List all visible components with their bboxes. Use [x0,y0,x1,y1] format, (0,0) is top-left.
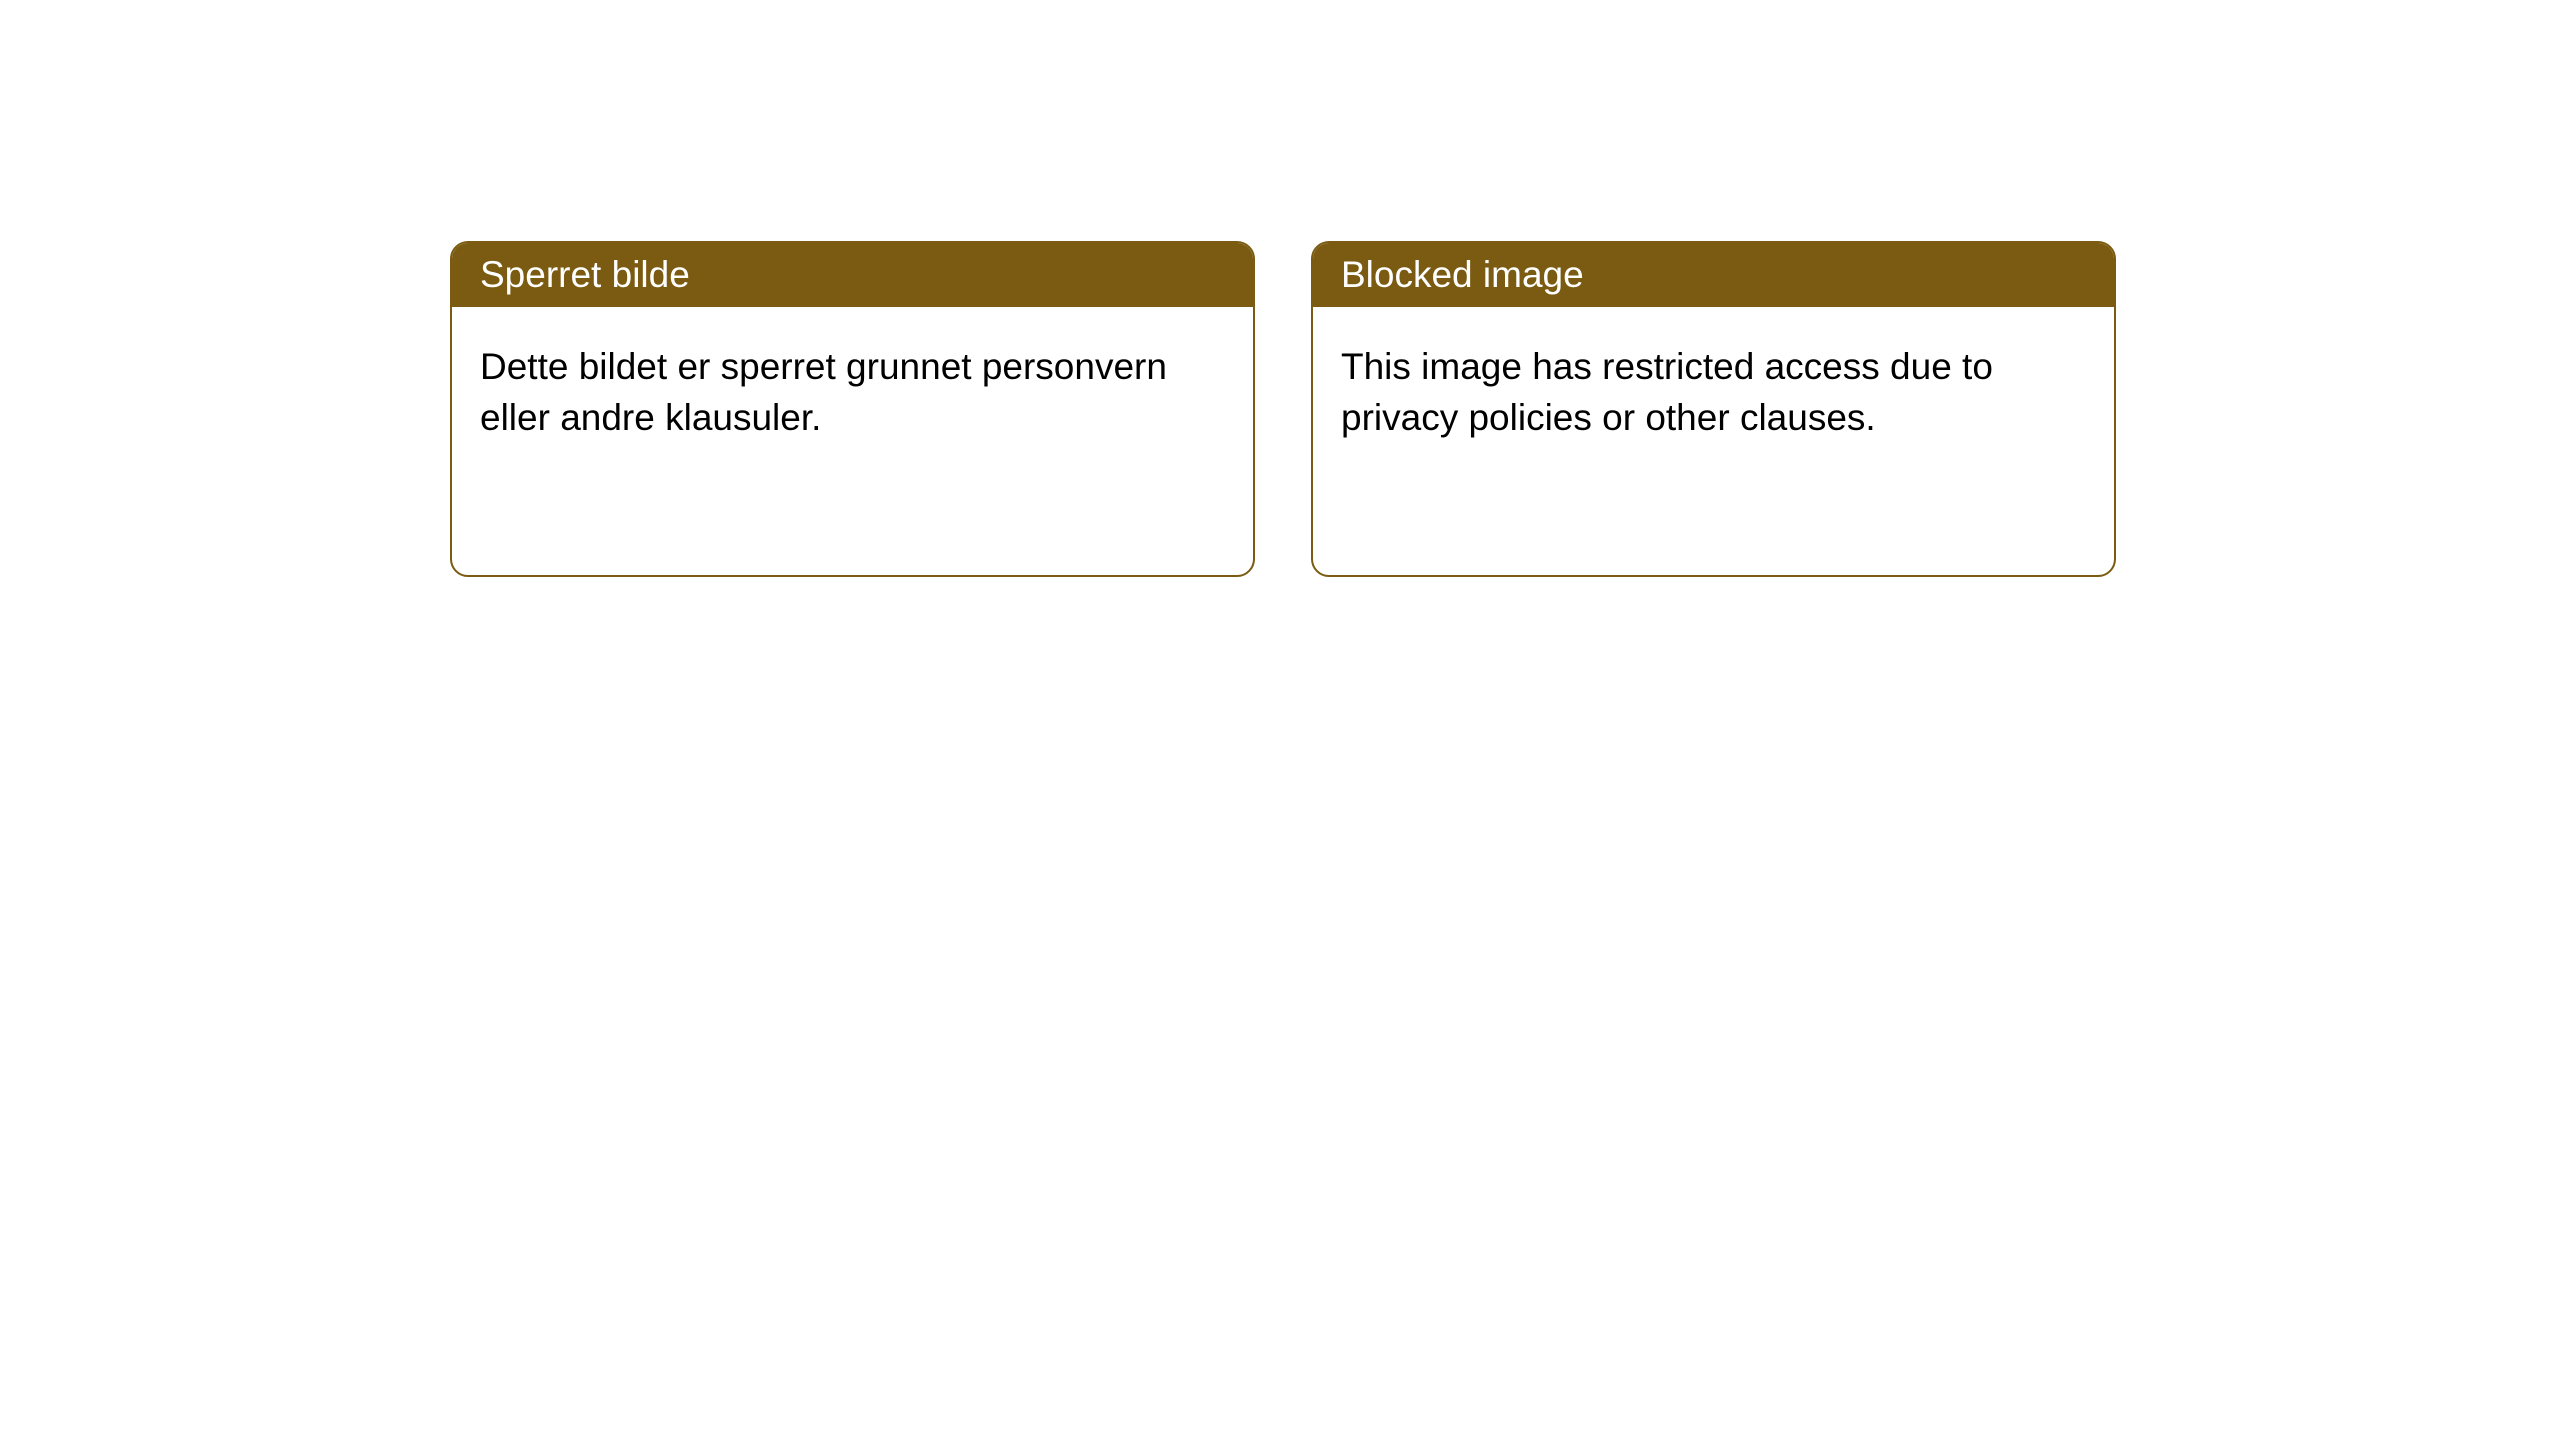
notice-container: Sperret bilde Dette bildet er sperret gr… [0,0,2560,577]
notice-card-english: Blocked image This image has restricted … [1311,241,2116,577]
notice-body-english: This image has restricted access due to … [1313,307,2114,477]
notice-header-norwegian: Sperret bilde [452,243,1253,307]
notice-header-english: Blocked image [1313,243,2114,307]
notice-body-norwegian: Dette bildet er sperret grunnet personve… [452,307,1253,477]
notice-card-norwegian: Sperret bilde Dette bildet er sperret gr… [450,241,1255,577]
